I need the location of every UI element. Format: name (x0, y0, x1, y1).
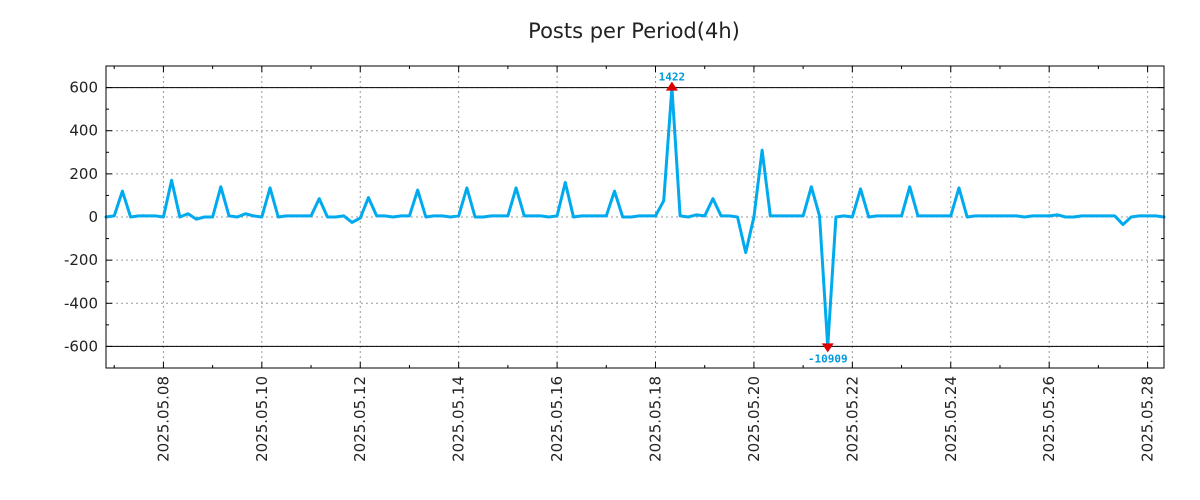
y-axis: 600 400 200 0 -200 -400 -600 (64, 65, 1164, 369)
y-tick-label: 400 (69, 122, 98, 140)
y-tick-label: 200 (69, 165, 98, 183)
x-tick-label: 2025.05.20 (745, 376, 763, 462)
y-tick-label: -200 (64, 251, 98, 269)
y-tick-label: -400 (64, 294, 98, 312)
plot-frame (105, 65, 1165, 369)
x-tick-label: 2025.05.08 (154, 376, 172, 462)
x-tick-label: 2025.05.26 (1040, 376, 1058, 462)
series-line-group (104, 86, 1166, 348)
series-line (104, 86, 1166, 348)
x-tick-label: 2025.05.18 (647, 376, 665, 462)
annotation-label: -10909 (808, 352, 848, 365)
reference-lines (106, 87, 1164, 347)
chart-title: Posts per Period(4h) (528, 19, 740, 43)
annotation-marker (821, 343, 834, 353)
x-tick-label: 2025.05.24 (942, 376, 960, 462)
x-tick-label: 2025.05.12 (351, 376, 369, 462)
annotation-label: 1422 (659, 71, 686, 84)
x-tick-label: 2025.05.10 (253, 376, 271, 462)
y-tick-label: -600 (64, 337, 98, 355)
y-tick-label: 0 (88, 208, 98, 226)
y-tick-label: 600 (69, 79, 98, 97)
annotations: 1422 -10909 (659, 71, 848, 366)
x-tick-label: 2025.05.16 (548, 376, 566, 462)
x-tick-label: 2025.05.22 (843, 376, 861, 462)
annotation-marker (665, 81, 678, 91)
x-axis: 2025.05.08 2025.05.10 2025.05.12 2025.05.14… (113, 66, 1157, 462)
x-tick-label: 2025.05.28 (1139, 376, 1157, 462)
x-tick-label: 2025.05.14 (450, 376, 468, 462)
